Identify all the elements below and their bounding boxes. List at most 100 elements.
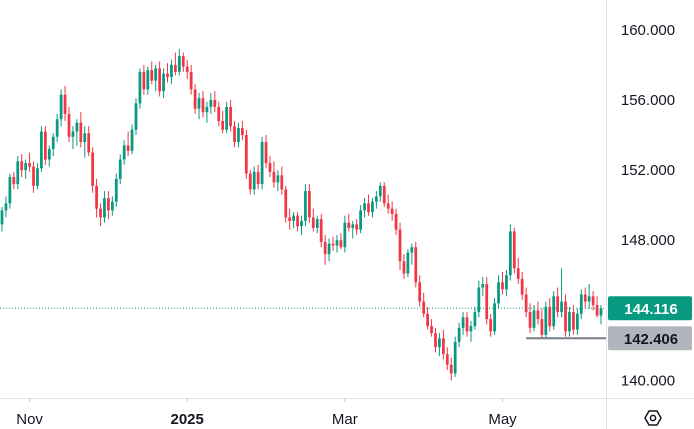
candle-body [67, 113, 71, 137]
candle-body [248, 173, 252, 190]
candle-body [79, 122, 83, 143]
candle-body [560, 301, 563, 313]
candle-body [311, 217, 315, 228]
candle-body [591, 296, 595, 306]
candle-body [83, 133, 87, 143]
candle-body [438, 338, 441, 348]
candle-body [221, 120, 225, 130]
candle-body [134, 103, 138, 130]
candle-body [28, 163, 31, 167]
candle-body [252, 171, 256, 190]
candle-body [193, 89, 197, 109]
candle-body [363, 203, 366, 211]
candle-body [564, 301, 567, 332]
last-price-badge-text: 144.116 [624, 301, 677, 318]
candle-body [595, 305, 599, 316]
candle-body [572, 312, 575, 330]
candle-body [213, 99, 217, 107]
candle-body [8, 177, 12, 204]
candle-body [568, 312, 571, 332]
candle-body [528, 312, 532, 328]
candle-body [355, 224, 359, 230]
candle-body [142, 71, 146, 90]
candle-body [296, 215, 299, 227]
support-level-badge[interactable]: 142.406 [608, 326, 692, 351]
candle-body [378, 185, 382, 197]
candle-body [71, 131, 75, 137]
candle-body [394, 213, 398, 230]
candle-body [375, 196, 378, 202]
candle-body [284, 189, 288, 218]
candle-body [185, 66, 189, 72]
candle-body [449, 364, 453, 374]
last-price-badge-bg [608, 296, 692, 321]
candle-body [225, 106, 229, 130]
candle-body [371, 201, 374, 213]
candle-body [63, 94, 67, 114]
candle-body [162, 73, 165, 92]
candle-body [331, 243, 335, 246]
candle-body [59, 94, 63, 120]
candle-body [75, 122, 79, 132]
y-tick-label: 156.000 [621, 92, 675, 109]
candle-body [445, 354, 449, 365]
candle-body [154, 68, 158, 81]
candle-body [512, 231, 516, 269]
candle-body [114, 178, 118, 202]
candle-body [386, 203, 390, 209]
candle-body [583, 294, 587, 302]
candle-body [229, 106, 232, 127]
candle-body [556, 296, 560, 313]
candle-body [130, 129, 134, 151]
candle-body [300, 220, 303, 227]
candle-body [201, 98, 205, 113]
y-tick-label: 152.000 [621, 162, 675, 179]
candle-body [434, 333, 437, 348]
candle-body [304, 191, 307, 221]
candle-body [485, 284, 489, 320]
candle-body [110, 201, 114, 211]
support-level-badge-text: 142.406 [624, 331, 678, 348]
candle-body [587, 296, 591, 302]
candle-body [197, 98, 201, 109]
candle-body [508, 231, 512, 276]
candle-body [505, 275, 508, 290]
candle-body [146, 70, 150, 90]
candle-body [288, 217, 292, 221]
candle-body [276, 175, 280, 183]
candle-body [497, 282, 500, 304]
candle-body [406, 252, 410, 274]
settings-gear-button[interactable] [644, 410, 662, 426]
candle-body [292, 215, 295, 221]
candle-body [107, 198, 110, 211]
candle-body [189, 71, 193, 90]
x-tick-label: Nov [16, 411, 43, 428]
candle-body [99, 208, 102, 218]
last-price-badge[interactable]: 144.116 [608, 296, 692, 321]
candle-body [264, 142, 268, 164]
candle-body [24, 163, 28, 171]
candle-body [359, 210, 362, 230]
candle-body [481, 284, 485, 288]
candle-body [241, 127, 244, 135]
candle-body [233, 126, 236, 143]
candle-body [280, 175, 284, 190]
candle-body [268, 163, 272, 172]
candle-body [272, 171, 276, 183]
candle-body [181, 56, 185, 67]
candle-body [209, 99, 213, 107]
candle-body [256, 171, 260, 185]
candle-body [351, 224, 355, 228]
candle-body [91, 152, 95, 186]
candle-body [422, 301, 426, 314]
candle-body [95, 185, 98, 209]
support-level-badge-bg [608, 326, 692, 351]
candle-body [575, 313, 579, 330]
candle-body [540, 319, 544, 335]
candle-body [32, 166, 35, 186]
candle-body [347, 222, 351, 228]
candle-body [536, 310, 540, 320]
candle-body [138, 71, 142, 104]
candle-body [579, 294, 583, 314]
